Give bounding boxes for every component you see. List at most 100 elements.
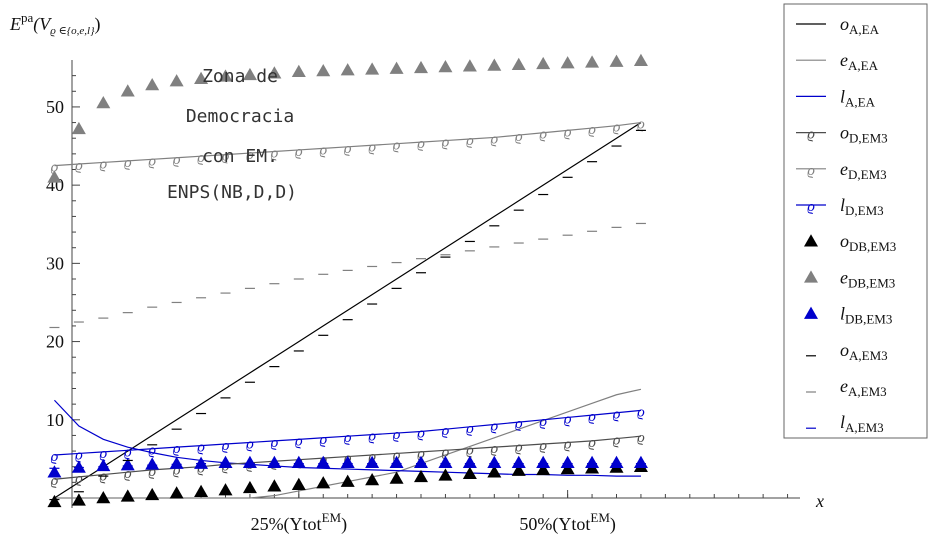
triangle-marker [145,457,160,470]
varrho-marker: ϱ [222,149,230,165]
varrho-marker: ϱ [148,464,156,480]
triangle-marker [536,56,551,70]
varrho-marker: ϱ [515,440,523,456]
legend-entry: oA,EA [796,14,880,37]
y-tick-label: 50 [46,97,64,117]
varrho-marker: ϱ [539,127,547,143]
triangle-marker [218,483,233,496]
varrho-marker: ϱ [417,136,425,152]
varrho-marker: ϱ [295,433,303,449]
varrho-marker: ϱ [466,443,474,459]
triangle-marker [414,455,428,469]
triangle-marker [47,465,62,478]
legend-entry: eA,EM3 [806,376,887,399]
legend-entry: lA,EA [796,86,876,109]
series-line [54,122,642,499]
varrho-marker: ϱ [491,441,499,457]
varrho-marker: ϱ [51,449,59,465]
varrho-marker: ϱ [564,124,572,140]
series-layer: ϱ ϱ ϱ ϱ ϱϱ ϱ ϱ ϱ ϱ ϱ ϱ ϱ ϱ ϱ ϱϱ ϱ ϱ ϱ ϱ ϱ ϱ ϱ ϱ ϱ ϱ ϱ ϱ ϱ ϱ ϱ ϱ ϱ ϱ ϱ ϱ ϱ ϱ ϱ… [47,53,648,508]
varrho-marker: ϱ [515,129,523,145]
triangle-marker [462,59,477,72]
triangle-marker [120,458,135,471]
y-tick-label: 10 [46,410,64,430]
triangle-marker [633,455,648,469]
triangle-marker [804,306,818,319]
triangle-marker [340,63,355,76]
legend-entry: lDB,EM3 [804,304,892,327]
varrho-marker: ϱ [807,127,815,143]
triangle-marker [242,455,257,469]
varrho-marker: ϱ [637,430,645,446]
y-axis-label: Epa(Vϱ ∈{o,e,l}) [9,10,101,37]
legend-label: eDB,EM3 [840,267,895,290]
varrho-marker: ϱ [124,444,132,460]
triangle-marker [560,455,575,469]
annotation-line: con EM. [202,146,278,167]
legend-layer: oA,EA eA,EA lA,EA ϱ oD,EM3 ϱ eD,EM3 ϱ lD,EM3 oDB,… [783,3,928,439]
triangle-marker [194,71,209,85]
varrho-marker: ϱ [588,409,596,425]
triangle-marker [218,69,233,82]
legend-entry: eDB,EM3 [804,267,895,290]
triangle-marker [462,466,477,480]
varrho-marker: ϱ [417,426,425,442]
triangle-marker [340,474,355,487]
triangle-marker [169,486,184,499]
legend-label: oA,EM3 [840,340,888,363]
triangle-marker [609,54,624,67]
triangle-marker [47,170,62,183]
triangle-marker [242,480,257,494]
legend-label: eD,EM3 [840,159,887,182]
varrho-marker: ϱ [417,446,425,462]
triangle-marker [511,57,526,70]
triangle-marker [560,56,575,69]
legend-label: oA,EA [840,14,880,37]
triangle-marker [291,64,306,77]
triangle-marker [145,487,160,501]
varrho-marker: ϱ [222,438,230,454]
varrho-marker: ϱ [466,133,474,149]
triangle-marker [96,96,111,109]
triangle-marker [71,121,86,135]
varrho-marker: ϱ [344,430,352,446]
x-axis-label: x [815,491,824,511]
series-line [54,409,641,456]
triangle-marker [804,234,818,247]
varrho-marker: ϱ [75,471,83,487]
annotation-layer: Zona de Democracia con EM. ENPS(NB,D,D) [167,66,297,203]
series-line [54,121,642,167]
varrho-marker: ϱ [344,141,352,157]
series-l-aem3 [49,462,646,469]
series-l-dbem3 [47,455,648,478]
triangle-marker [96,491,111,504]
triangle-marker [47,494,62,508]
triangle-marker [365,473,380,486]
legend-label: lA,EM3 [840,412,884,435]
x-tick-label: 50%(YtotEM) [519,510,616,535]
varrho-marker: ϱ [637,404,645,420]
triangle-marker [194,484,209,497]
triangle-marker [536,455,551,469]
varrho-marker: ϱ [148,153,156,169]
legend-label: oDB,EM3 [840,231,896,254]
triangle-marker [585,55,600,68]
varrho-marker: ϱ [51,160,59,176]
triangle-marker [609,455,624,469]
triangle-marker [316,455,331,469]
triangle-marker [487,465,502,478]
triangle-marker [511,463,526,476]
varrho-marker: ϱ [393,447,401,463]
triangle-marker [438,60,453,73]
triangle-marker [120,84,135,97]
triangle-marker [389,471,404,484]
series-o-dbem3 [47,459,648,508]
varrho-marker: ϱ [539,438,547,454]
triangle-marker [414,469,428,483]
varrho-marker: ϱ [807,163,815,179]
y-tick-label: 30 [46,253,64,273]
legend-label: eA,EM3 [840,376,887,399]
